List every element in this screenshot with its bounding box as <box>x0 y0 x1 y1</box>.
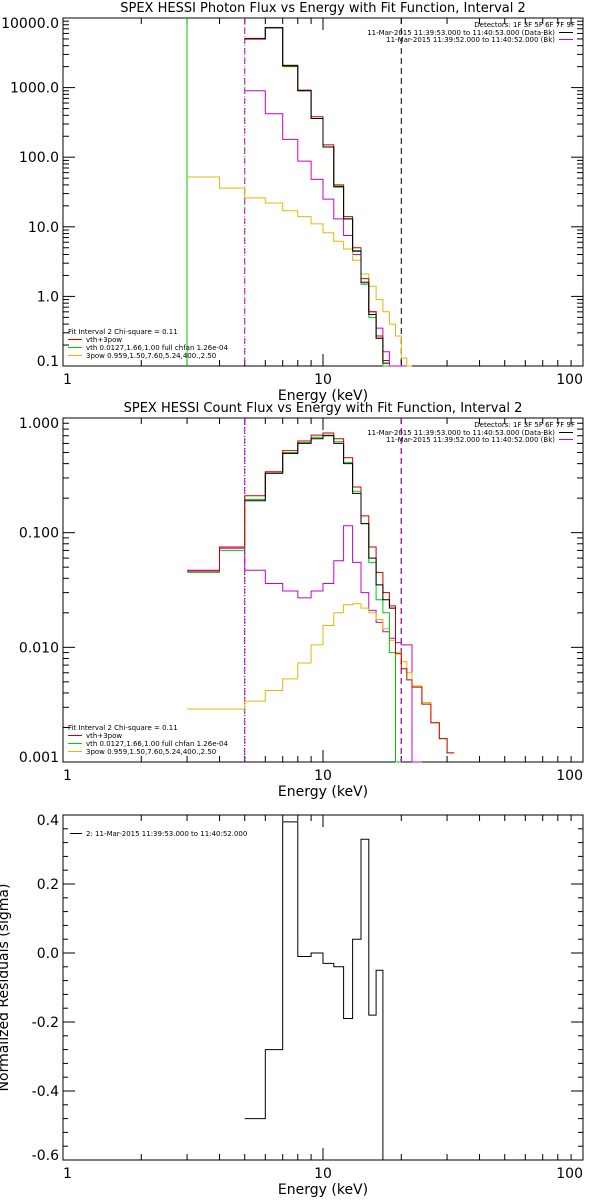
count-flux-series <box>187 432 455 763</box>
photon-flux-series-vth_pow <box>244 27 390 361</box>
residuals-x-axis-label: Energy (keV) <box>278 1182 368 1198</box>
count-flux-x-tick-label: 100 <box>556 768 583 784</box>
photon-flux-y-ticks: 10000.0 1000.0 100.0 10.0 1.0 0.1 <box>1 16 583 370</box>
photon-flux-legend-bottom-entry: vth+3pow <box>86 336 122 344</box>
residuals-legend: 2: 11-Mar-2015 11:39:53.000 to 11:40:52.… <box>70 830 247 838</box>
residuals-series-resid <box>244 821 402 1161</box>
photon-flux-legend-top: Detectors: 1F 3F 5F 6F 7F 9F 11-Mar-2015… <box>367 21 575 44</box>
count-flux-panel: SPEX HESSI Count Flux vs Energy with Fit… <box>19 401 584 800</box>
count-flux-x-axis-label: Energy (keV) <box>278 784 368 800</box>
count-flux-series-pow <box>187 603 455 754</box>
residuals-y-tick-label: -0.4 <box>32 1084 59 1100</box>
photon-flux-detectors-text: Detectors: 1F 3F 5F 6F 7F 9F <box>474 21 575 29</box>
photon-flux-title: SPEX HESSI Photon Flux vs Energy with Fi… <box>120 1 526 16</box>
count-flux-legend-top: Detectors: 1F 3F 5F 6F 7F 9F 11-Mar-2015… <box>367 421 575 444</box>
photon-flux-legend-top-entry: 11-Mar-2015 11:39:52.000 to 11:40:52.000… <box>386 36 555 44</box>
count-flux-x-ticks: 1 10 100 <box>62 418 584 784</box>
photon-flux-y-tick-label: 1.0 <box>37 289 59 305</box>
count-flux-legend-top-entry: 11-Mar-2015 11:39:52.000 to 11:40:52.000… <box>386 436 555 444</box>
photon-flux-series <box>187 27 412 367</box>
residuals-y-tick-label: -0.6 <box>32 1148 59 1164</box>
photon-flux-legend-bottom-entry: 3pow 0.959,1.50,7.60,5.24,400.,2.50 <box>86 352 216 360</box>
photon-flux-y-tick-label: 10000.0 <box>1 16 59 32</box>
count-flux-title: SPEX HESSI Count Flux vs Energy with Fit… <box>124 401 523 416</box>
residuals-x-tick-label: 10 <box>314 1166 332 1182</box>
photon-flux-series-pow <box>187 176 412 367</box>
count-flux-y-ticks: 1.000 0.100 0.010 0.001 <box>19 416 583 766</box>
count-flux-legend-bottom-entry: vth+3pow <box>86 732 122 740</box>
photon-flux-y-tick-label: 0.1 <box>37 354 59 370</box>
photon-flux-legend-bottom-entry: Fit Interval 2 Chi-square = 0.11 <box>68 328 178 336</box>
count-flux-x-tick-label: 1 <box>63 768 72 784</box>
residuals-plot-frame <box>62 814 584 1161</box>
residuals-x-ticks: 1 10 100 <box>62 815 584 1182</box>
count-flux-series-data <box>244 435 396 609</box>
photon-flux-y-tick-label: 10.0 <box>28 220 59 236</box>
residuals-y-axis-label: Normalized Residuals (sigma) <box>0 884 12 1092</box>
count-flux-marker-lines <box>244 418 402 762</box>
count-flux-legend-bottom-entry: Fit Interval 2 Chi-square = 0.11 <box>68 724 178 732</box>
photon-flux-x-axis-label: Energy (keV) <box>278 388 368 404</box>
count-flux-y-tick-label: 0.010 <box>19 640 59 656</box>
photon-flux-y-tick-label: 100.0 <box>19 150 59 166</box>
residuals-y-tick-label: 0.4 <box>37 813 59 829</box>
count-flux-x-tick-label: 10 <box>314 768 332 784</box>
photon-flux-x-tick-label: 100 <box>556 372 583 388</box>
photon-flux-panel: SPEX HESSI Photon Flux vs Energy with Fi… <box>1 1 584 404</box>
count-flux-legend-bottom-entry: vth 0.0127,1.66,1.00 full chfan 1.26e-04 <box>86 740 228 748</box>
residuals-legend-entry: 2: 11-Mar-2015 11:39:53.000 to 11:40:52.… <box>86 830 247 838</box>
count-flux-y-tick-label: 0.001 <box>19 750 59 766</box>
residuals-y-tick-label: -0.2 <box>32 1015 59 1031</box>
photon-flux-legend-bottom-entry: vth 0.0127,1.66,1.00 full chfan 1.26e-04 <box>86 344 228 352</box>
count-flux-detectors-text: Detectors: 1F 3F 5F 6F 7F 9F <box>474 421 575 429</box>
photon-flux-y-tick-label: 1000.0 <box>10 81 59 97</box>
count-flux-y-tick-label: 1.000 <box>19 416 59 432</box>
photon-flux-x-tick-label: 1 <box>63 372 72 388</box>
residuals-y-tick-label: 0.0 <box>37 946 59 962</box>
residuals-x-tick-label: 100 <box>556 1166 583 1182</box>
count-flux-legend-top-entry: 11-Mar-2015 11:39:53.000 to 11:40:53.000… <box>367 429 555 437</box>
count-flux-series-bk <box>187 525 422 763</box>
residuals-series <box>244 821 402 1161</box>
photon-flux-x-tick-label: 10 <box>314 372 332 388</box>
photon-flux-legend-top-entry: 11-Mar-2015 11:39:53.000 to 11:40:53.000… <box>367 29 555 37</box>
photon-flux-series-bk <box>244 90 407 367</box>
residuals-y-tick-label: 0.2 <box>37 877 59 893</box>
count-flux-y-tick-label: 0.100 <box>19 526 59 542</box>
residuals-panel: 1 10 100 0.4 0.2 0.0 -0.2 -0.4 -0.6 Energy (keV… <box>0 813 584 1198</box>
photon-flux-series-data <box>244 27 390 364</box>
count-flux-series-vth_pow <box>187 432 455 754</box>
photon-flux-series-vth <box>244 27 390 367</box>
photon-flux-legend-bottom: Fit Interval 2 Chi-square = 0.11 vth+3po… <box>68 328 228 360</box>
count-flux-legend-bottom: Fit Interval 2 Chi-square = 0.11 vth+3po… <box>68 724 228 756</box>
residuals-y-ticks: 0.4 0.2 0.0 -0.2 -0.4 -0.6 <box>32 813 583 1164</box>
count-flux-legend-bottom-entry: 3pow 0.959,1.50,7.60,5.24,400.,2.50 <box>86 748 216 756</box>
residuals-x-tick-label: 1 <box>63 1166 72 1182</box>
